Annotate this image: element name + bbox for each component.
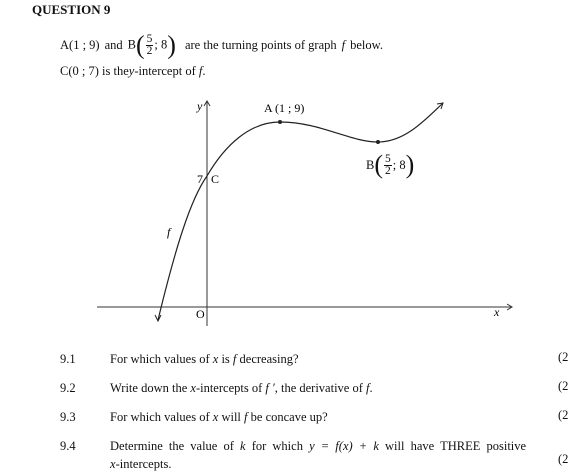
text: -intercept of	[134, 64, 196, 78]
text: C(0 ; 7)	[60, 64, 99, 78]
text: ; 8	[392, 157, 406, 172]
text: f	[366, 381, 370, 395]
text: is the	[102, 64, 129, 78]
text: for which	[251, 439, 303, 453]
question-text: Determine the value of k for which y = f…	[110, 439, 526, 454]
question-number: 9.1	[60, 352, 76, 366]
denominator: 2	[146, 44, 153, 57]
marks: (2	[558, 350, 569, 364]
text: For which values of	[110, 352, 210, 366]
question-text: x-intercepts.	[110, 457, 171, 472]
text: , the derivative of	[274, 381, 363, 395]
text: is	[221, 352, 230, 366]
text: A(1 ; 9)	[60, 37, 100, 52]
curve	[157, 102, 444, 321]
graph: y x O 7 C A (1 ; 9) f	[97, 99, 513, 326]
text: .	[202, 64, 206, 78]
marks: (2	[558, 379, 569, 393]
text: f	[341, 37, 346, 52]
text: and	[104, 37, 123, 52]
text: x	[212, 352, 219, 366]
text: are the turning points of graph	[184, 37, 337, 52]
text: For which values of	[110, 410, 210, 424]
intro-line: C(0 ; 7) is they-intercept of f.	[60, 64, 205, 79]
question-text: For which values of x will f be concave …	[110, 410, 328, 425]
point: B(5 2; 8)	[127, 30, 176, 59]
question-number: 9.2	[60, 381, 76, 395]
text: decreasing?	[239, 352, 299, 366]
text: Write down the	[110, 381, 188, 395]
text: -intercepts of	[195, 381, 263, 395]
text: f	[198, 64, 203, 78]
text: f	[232, 352, 237, 366]
text: x	[190, 381, 196, 395]
text: below.	[350, 37, 383, 52]
text: Determine the value of	[110, 439, 234, 453]
text: k	[240, 439, 246, 453]
y-arrow	[203, 100, 211, 107]
x-arrow	[506, 303, 513, 311]
b-label: B(5 2; 8)	[366, 150, 415, 179]
turning-point	[278, 120, 282, 124]
question-text: Write down the x-intercepts of f ′, the …	[110, 381, 373, 396]
text: will have THREE positive	[385, 439, 527, 453]
numerator: 5	[384, 152, 392, 166]
text: f ′	[265, 381, 275, 395]
text: .	[369, 381, 373, 395]
text: f	[244, 410, 248, 424]
text: ; 8	[154, 36, 168, 51]
text: will	[221, 410, 241, 424]
text: x	[110, 457, 116, 471]
question-number: 9.4	[60, 439, 76, 453]
text: B	[127, 36, 136, 51]
origin-label: O	[196, 307, 205, 321]
c-label: C	[211, 172, 219, 186]
denominator: 2	[385, 164, 391, 177]
text: x	[212, 410, 219, 424]
numerator: 5	[145, 32, 154, 46]
marks: (2	[558, 452, 569, 466]
intro-line: A(1 ; 9) and B(5 2; 8) are the turning po…	[60, 30, 383, 60]
question-number: 9.3	[60, 410, 76, 424]
text: -intercepts.	[115, 457, 172, 471]
text: be concave up?	[250, 410, 328, 424]
c-value-label: 7	[197, 172, 203, 186]
y-axis-label: y	[196, 99, 203, 113]
a-label: A (1 ; 9)	[264, 101, 304, 115]
turning-point	[376, 140, 380, 144]
text: B	[366, 157, 375, 172]
marks: (2	[558, 408, 569, 422]
question-text: For which values of x is f decreasing?	[110, 352, 299, 367]
text: y = f(x) + k	[309, 439, 379, 453]
heading: QUESTION 9	[32, 2, 111, 17]
curve-label: f	[167, 225, 172, 239]
curve-arrow	[154, 314, 162, 323]
x-axis-label: x	[493, 305, 500, 319]
text: y	[128, 64, 135, 78]
curve-arrow	[436, 102, 444, 110]
